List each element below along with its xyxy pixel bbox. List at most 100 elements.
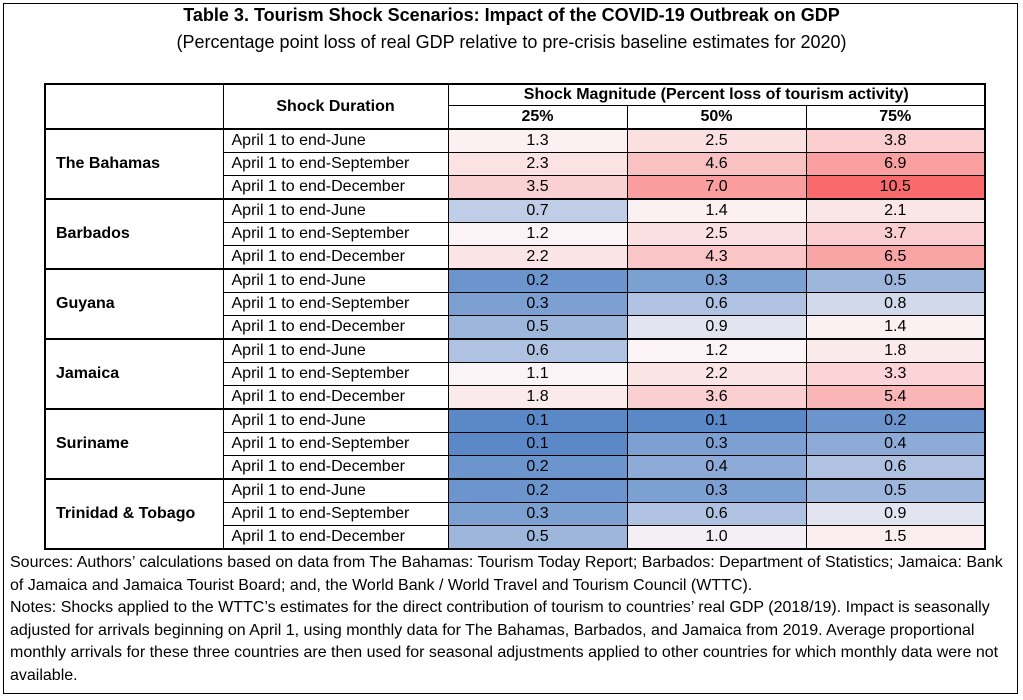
gdp-loss-value-cell: 1.5	[805, 525, 986, 550]
shock-duration-cell: April 1 to end-June	[222, 198, 449, 223]
gdp-loss-value-cell: 0.3	[626, 268, 807, 293]
gdp-loss-value-cell: 3.3	[805, 362, 986, 386]
table-row: Guyana April 1 to end-June 0.2 0.3 0.5	[44, 268, 986, 340]
country-name-cell: Suriname	[44, 408, 224, 480]
table-row: April 1 to end-December 0.5 1.0 1.5	[45, 525, 986, 550]
gdp-loss-value-cell: 0.3	[626, 478, 807, 503]
gdp-loss-value-cell: 1.2	[626, 338, 807, 363]
gdp-loss-value-cell: 0.9	[626, 315, 807, 340]
table-title: Table 3. Tourism Shock Scenarios: Impact…	[183, 5, 840, 25]
shock-duration-cell: April 1 to end-December	[222, 315, 449, 340]
country-header-cell	[44, 83, 223, 130]
gdp-loss-value-cell: 1.8	[805, 338, 986, 363]
gdp-loss-value-cell: 5.4	[805, 385, 986, 410]
gdp-loss-value-cell: 0.5	[805, 268, 986, 293]
gdp-loss-value-cell: 4.6	[626, 152, 807, 176]
shock-duration-cell: April 1 to end-June	[222, 268, 449, 293]
table-row: Barbados April 1 to end-June 0.7 1.4 2.1	[44, 198, 986, 270]
table-row: April 1 to end-September 0.3 0.6 0.9	[45, 502, 986, 526]
gdp-loss-value-cell: 1.2	[447, 222, 628, 246]
gdp-loss-value-cell: 1.4	[626, 198, 807, 223]
shock-duration-cell: April 1 to end-June	[222, 408, 449, 433]
shock-duration-cell: April 1 to end-September	[222, 152, 449, 176]
shock-duration-cell: April 1 to end-December	[222, 245, 449, 270]
shock-duration-cell: April 1 to end-June	[222, 478, 449, 503]
country-name-cell: The Bahamas	[44, 128, 224, 200]
gdp-loss-value-cell: 1.1	[447, 362, 628, 386]
gdp-loss-value-cell: 0.6	[626, 292, 807, 316]
table-row: April 1 to end-December 0.2 0.4 0.6	[45, 455, 986, 480]
table-row: The Bahamas April 1 to end-June 1.3 2.5 3.8	[44, 128, 986, 200]
shock-duration-cell: April 1 to end-June	[222, 128, 449, 153]
gdp-loss-value-cell: 0.7	[447, 198, 628, 223]
gdp-loss-value-cell: 0.5	[447, 525, 628, 550]
gdp-loss-value-cell: 2.2	[626, 362, 807, 386]
gdp-loss-value-cell: 0.1	[447, 408, 628, 433]
gdp-loss-value-cell: 1.3	[447, 128, 628, 153]
country-name-cell: Trinidad & Tobago	[44, 478, 224, 550]
gdp-loss-value-cell: 0.6	[626, 502, 807, 526]
gdp-loss-value-cell: 0.3	[626, 432, 807, 456]
table-row: April 1 to end-September 1.2 2.5 3.7	[45, 222, 986, 246]
gdp-loss-value-cell: 0.3	[447, 502, 628, 526]
gdp-loss-value-cell: 0.6	[447, 338, 628, 363]
shock-duration-cell: April 1 to end-September	[222, 432, 449, 456]
shock-duration-cell: April 1 to end-December	[222, 525, 449, 550]
gdp-loss-value-cell: 3.6	[626, 385, 807, 410]
country-name-cell: Jamaica	[44, 338, 224, 410]
gdp-loss-value-cell: 2.5	[626, 128, 807, 153]
gdp-loss-value-cell: 1.0	[626, 525, 807, 550]
table-row: April 1 to end-September 1.1 2.2 3.3	[45, 362, 986, 386]
gdp-loss-value-cell: 0.2	[447, 478, 628, 503]
shock-duration-cell: April 1 to end-September	[222, 502, 449, 526]
gdp-loss-value-cell: 0.2	[447, 268, 628, 293]
shock-duration-header: Shock Duration	[222, 83, 449, 130]
gdp-loss-value-cell: 0.1	[626, 408, 807, 433]
gdp-loss-value-cell: 3.5	[447, 175, 628, 200]
magnitude-column-header: 75%	[806, 105, 986, 130]
shock-duration-cell: April 1 to end-September	[222, 222, 449, 246]
gdp-loss-value-cell: 2.5	[626, 222, 807, 246]
gdp-loss-value-cell: 3.7	[805, 222, 986, 246]
sources-note: Sources: Authors’ calculations based on …	[10, 554, 1003, 594]
gdp-loss-value-cell: 2.3	[447, 152, 628, 176]
shock-duration-cell: April 1 to end-September	[222, 362, 449, 386]
shock-duration-cell: April 1 to end-December	[222, 175, 449, 200]
gdp-loss-value-cell: 6.9	[805, 152, 986, 176]
gdp-loss-value-cell: 7.0	[626, 175, 807, 200]
magnitude-column-header: 50%	[627, 105, 807, 130]
shock-duration-cell: April 1 to end-June	[222, 338, 449, 363]
gdp-loss-value-cell: 0.2	[805, 408, 986, 433]
shock-duration-cell: April 1 to end-December	[222, 455, 449, 480]
gdp-loss-value-cell: 2.2	[447, 245, 628, 270]
gdp-loss-value-cell: 0.4	[626, 455, 807, 480]
magnitude-column-header: 25%	[448, 105, 628, 130]
gdp-loss-value-cell: 3.8	[805, 128, 986, 153]
table-row: April 1 to end-December 3.5 7.0 10.5	[45, 175, 986, 200]
shock-scenarios-table: Shock Duration Shock Magnitude (Percent …	[44, 83, 986, 550]
table-row: April 1 to end-September 0.1 0.3 0.4	[45, 432, 986, 456]
shock-duration-cell: April 1 to end-December	[222, 385, 449, 410]
gdp-loss-value-cell: 0.5	[805, 478, 986, 503]
gdp-loss-value-cell: 0.5	[447, 315, 628, 340]
gdp-loss-value-cell: 0.2	[447, 455, 628, 480]
table-row: Jamaica April 1 to end-June 0.6 1.2 1.8	[44, 338, 986, 410]
table-row: Suriname April 1 to end-June 0.1 0.1 0.2	[44, 408, 986, 480]
gdp-loss-value-cell: 0.9	[805, 502, 986, 526]
gdp-loss-value-cell: 1.8	[447, 385, 628, 410]
gdp-loss-value-cell: 0.4	[805, 432, 986, 456]
table-row: April 1 to end-September 0.3 0.6 0.8	[45, 292, 986, 316]
gdp-loss-value-cell: 10.5	[805, 175, 986, 200]
gdp-loss-value-cell: 2.1	[805, 198, 986, 223]
gdp-loss-value-cell: 4.3	[626, 245, 807, 270]
gdp-loss-value-cell: 0.1	[447, 432, 628, 456]
table-frame	[3, 3, 1018, 694]
country-name-cell: Barbados	[44, 198, 224, 270]
gdp-loss-value-cell: 6.5	[805, 245, 986, 270]
methodology-note: Notes: Shocks applied to the WTTC’s esti…	[10, 599, 999, 684]
table-body: The Bahamas April 1 to end-June 1.3 2.5 3.8 A…	[44, 128, 986, 550]
country-name-cell: Guyana	[44, 268, 224, 340]
table-row: Trinidad & Tobago April 1 to end-June 0.2 0…	[44, 478, 986, 550]
shock-magnitude-header: Shock Magnitude (Percent loss of tourism…	[448, 83, 986, 106]
table-subtitle: (Percentage point loss of real GDP relat…	[176, 32, 847, 52]
